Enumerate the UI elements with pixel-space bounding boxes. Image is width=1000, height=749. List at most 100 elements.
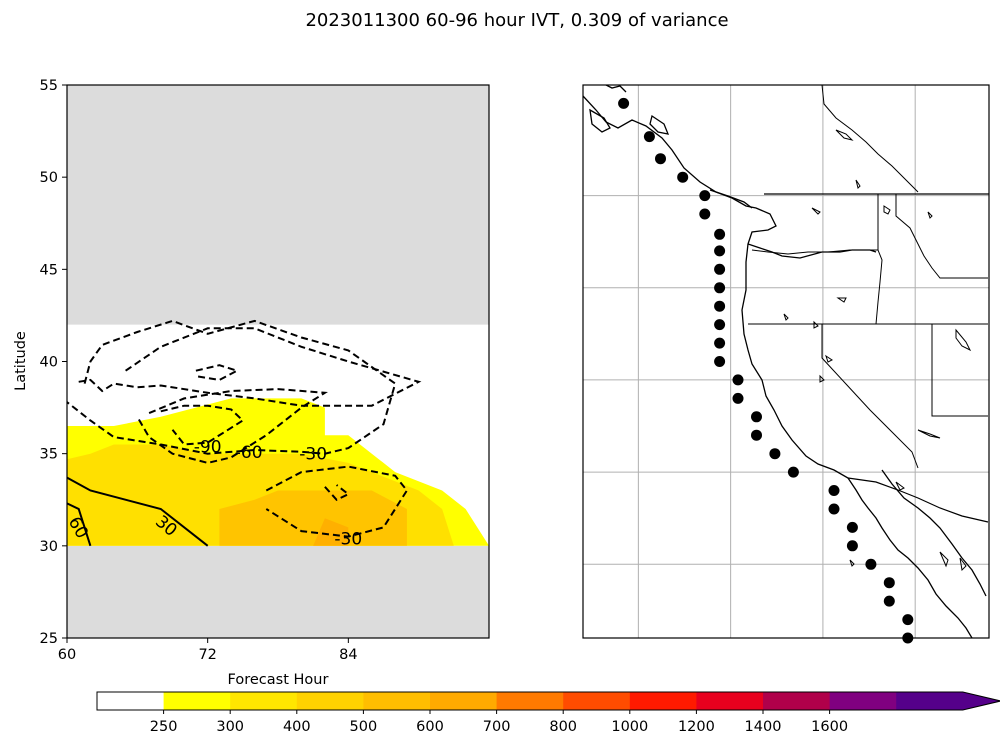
y-axis-label: Latitude	[13, 331, 29, 391]
lake-outline	[783, 313, 789, 321]
colorbar-swatch	[230, 692, 298, 710]
contour-label: -90	[194, 437, 222, 457]
y-tick-label: 55	[40, 78, 58, 94]
coast-point	[828, 485, 840, 496]
x-tick-label: 60	[58, 647, 76, 663]
filled-contour-500	[313, 518, 349, 546]
coast-point	[883, 577, 895, 589]
lake-outline	[849, 559, 855, 567]
coast-point	[883, 595, 895, 607]
contour-line-neg60	[195, 364, 240, 381]
coast-point	[787, 466, 799, 478]
coast-point	[714, 282, 726, 294]
colorbar-tick-label: 300	[216, 719, 244, 735]
colorbar-tick-label: 400	[283, 719, 311, 735]
coast-point	[714, 245, 726, 257]
contour-line-neg60	[136, 388, 328, 464]
coast-point	[865, 558, 877, 570]
coast-point	[714, 319, 726, 331]
coast-point	[902, 614, 914, 626]
coast-point	[751, 429, 762, 441]
colorbar-swatch	[430, 692, 498, 710]
coast-point	[677, 171, 689, 183]
idaho-border	[875, 194, 883, 325]
coast-point	[732, 374, 744, 386]
colorbar-swatch	[696, 692, 764, 710]
baja-gulf-coast	[881, 469, 987, 597]
coast-point	[714, 356, 726, 367]
y-tick-label: 40	[40, 355, 58, 371]
colorbar-swatch	[763, 692, 831, 710]
coast-point	[714, 337, 726, 349]
island-outline	[604, 85, 627, 93]
y-tick-label: 25	[40, 631, 58, 647]
colorbar-swatch	[829, 692, 897, 710]
colorbar-tick-label: 600	[416, 719, 444, 735]
contour-line-neg30	[78, 327, 422, 407]
coast-point	[732, 392, 744, 404]
colorbar-swatch	[363, 692, 431, 710]
map-panel	[582, 84, 990, 644]
colorbar-swatch	[563, 692, 631, 710]
wa-or-border	[751, 249, 878, 255]
island-outline	[649, 114, 670, 135]
x-tick-label: 84	[339, 647, 357, 663]
colorbar-tick-label: 1000	[611, 719, 648, 735]
ca-nv-border	[821, 324, 919, 469]
coast-point	[751, 411, 762, 423]
coast-point	[846, 521, 858, 533]
coast-point	[846, 540, 858, 552]
contour-line-30	[66, 476, 209, 547]
colorbar-swatch	[296, 692, 364, 710]
coast-point	[714, 300, 726, 312]
colorbar-tick-label: 500	[350, 719, 378, 735]
coast-point	[714, 263, 726, 275]
colorbar-swatch	[629, 692, 697, 710]
colorbar-tick-label: 1400	[745, 719, 782, 735]
contour-label: -30	[299, 445, 327, 465]
colorbar: 250 300 400 500 600 700 800 1000 1200 1400 1600	[96, 691, 1000, 735]
contour-line-neg90	[160, 404, 245, 446]
lake-outline	[813, 320, 819, 329]
lake-outline	[939, 551, 949, 568]
contour-line-neg90	[324, 484, 351, 502]
lake-outline	[819, 374, 825, 383]
colorbar-tick-label: 1200	[678, 719, 715, 735]
idaho-montana-border	[895, 194, 988, 279]
contour-label: -30	[334, 530, 362, 550]
coast-point	[655, 153, 666, 165]
coast-point	[714, 228, 726, 240]
coast-point	[618, 97, 630, 109]
colorbar-outline	[96, 691, 1000, 711]
island-outline	[589, 108, 611, 133]
map-frame	[582, 84, 990, 639]
colorbar-swatch	[896, 692, 964, 710]
coast-point	[643, 131, 655, 143]
coastline	[583, 95, 973, 638]
y-tick-label: 50	[40, 170, 58, 186]
figure-title: 2023011300 60-96 hour IVT, 0.309 of vari…	[305, 10, 728, 31]
lake-outline	[825, 354, 833, 363]
lake-outline	[959, 557, 967, 572]
colorbar-tick-label: 250	[150, 719, 178, 735]
us-mexico-border	[847, 477, 989, 523]
contour-line-60	[66, 502, 92, 547]
colorbar-extend-arrow	[962, 692, 1000, 710]
lake-outline	[917, 429, 941, 439]
lake-outline	[855, 179, 861, 189]
coast-point	[699, 190, 711, 202]
colorbar-swatch	[496, 692, 564, 710]
nv-ut-border	[931, 324, 988, 417]
colorbar-tick-label: 1600	[811, 719, 848, 735]
y-tick-label: 35	[40, 447, 58, 463]
coast-point	[828, 503, 840, 515]
colorbar-tick-label: 800	[549, 719, 577, 735]
lake-outline	[836, 297, 847, 303]
coast-point	[769, 448, 781, 460]
contour-label: -60	[235, 443, 263, 463]
lake-outline	[811, 207, 821, 215]
coast-point	[699, 208, 711, 220]
contour-line-neg30	[265, 465, 409, 538]
filled-contour-400	[219, 490, 407, 546]
